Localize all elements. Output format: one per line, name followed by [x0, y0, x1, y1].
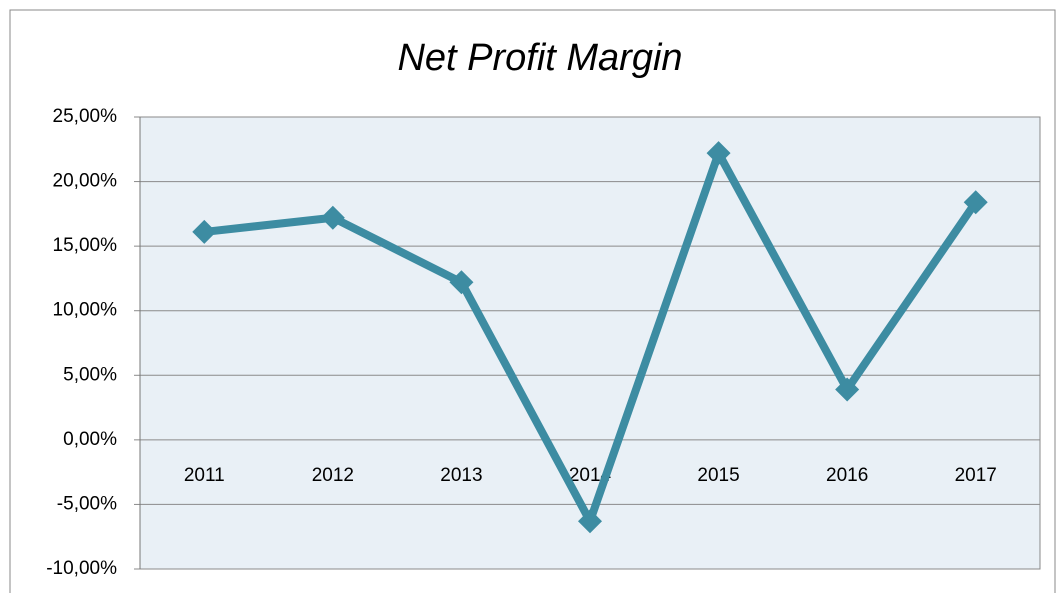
data-point [578, 509, 602, 534]
y-tick-label: 5,00% [63, 364, 117, 385]
data-point [835, 377, 860, 402]
x-tick-label: 2016 [826, 465, 868, 486]
y-tick-label: 25,00% [53, 106, 118, 127]
x-tick-label: 2012 [312, 465, 354, 486]
x-tick-label: 2015 [697, 465, 739, 486]
data-point [706, 141, 731, 166]
data-point [449, 270, 474, 295]
y-tick-label: 15,00% [53, 235, 118, 256]
data-point [320, 205, 345, 230]
data-point [192, 219, 217, 244]
x-tick-label: 2013 [440, 465, 482, 486]
y-tick-label: -10,00% [46, 558, 117, 579]
data-point [963, 190, 988, 215]
x-tick-label: 2017 [955, 465, 997, 486]
plot-area [139, 116, 1041, 570]
x-tick-label: 2011 [184, 465, 225, 486]
y-tick-label: -5,00% [57, 493, 117, 514]
y-tick-label: 20,00% [53, 171, 118, 192]
y-tick-label: 0,00% [63, 429, 117, 450]
y-tick-label: 10,00% [53, 300, 118, 321]
chart-title: Net Profit Margin [397, 37, 682, 79]
